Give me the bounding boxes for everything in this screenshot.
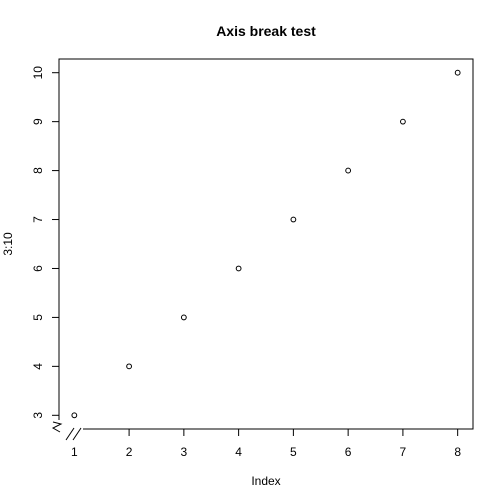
data-point	[290, 216, 297, 223]
x-tick-label: 4	[235, 445, 242, 459]
chart-title: Axis break test	[216, 23, 316, 39]
x-tick-label: 3	[181, 445, 188, 459]
plot-frame	[58, 58, 474, 430]
x-tick-label: 5	[290, 445, 297, 459]
data-point	[400, 118, 406, 125]
x-axis: 1 2 3 4 5 6 7 8	[71, 429, 461, 459]
x-tick-label: 7	[400, 445, 407, 459]
axis-break-zigzag	[51, 421, 63, 433]
axis-break-gap	[57, 420, 83, 436]
axis-break-slash	[72, 427, 82, 441]
axis-break-slash	[65, 427, 75, 441]
data-point	[454, 69, 461, 76]
data-point	[126, 363, 132, 370]
data-points	[71, 69, 461, 419]
data-point	[71, 412, 78, 419]
y-tick-label: 3	[31, 412, 45, 419]
x-tick-label: 6	[345, 445, 352, 459]
data-point	[345, 167, 352, 174]
y-tick-label: 4	[31, 363, 45, 370]
y-tick-label: 10	[31, 66, 45, 80]
y-axis-label: 3:10	[1, 232, 15, 256]
y-tick-label: 9	[31, 118, 45, 125]
y-tick-label: 8	[31, 167, 45, 174]
y-axis: 3 4 5 6 7 8 9 10	[31, 66, 59, 419]
data-point	[180, 314, 187, 321]
y-tick-label: 7	[31, 216, 45, 223]
x-tick-label: 1	[71, 445, 78, 459]
x-tick-label: 8	[454, 445, 461, 459]
data-point	[235, 265, 242, 272]
y-tick-label: 6	[31, 265, 45, 272]
y-tick-label: 5	[31, 314, 45, 321]
axis-break-mark	[51, 420, 83, 441]
x-tick-label: 2	[126, 445, 133, 459]
x-axis-label: Index	[251, 474, 280, 488]
